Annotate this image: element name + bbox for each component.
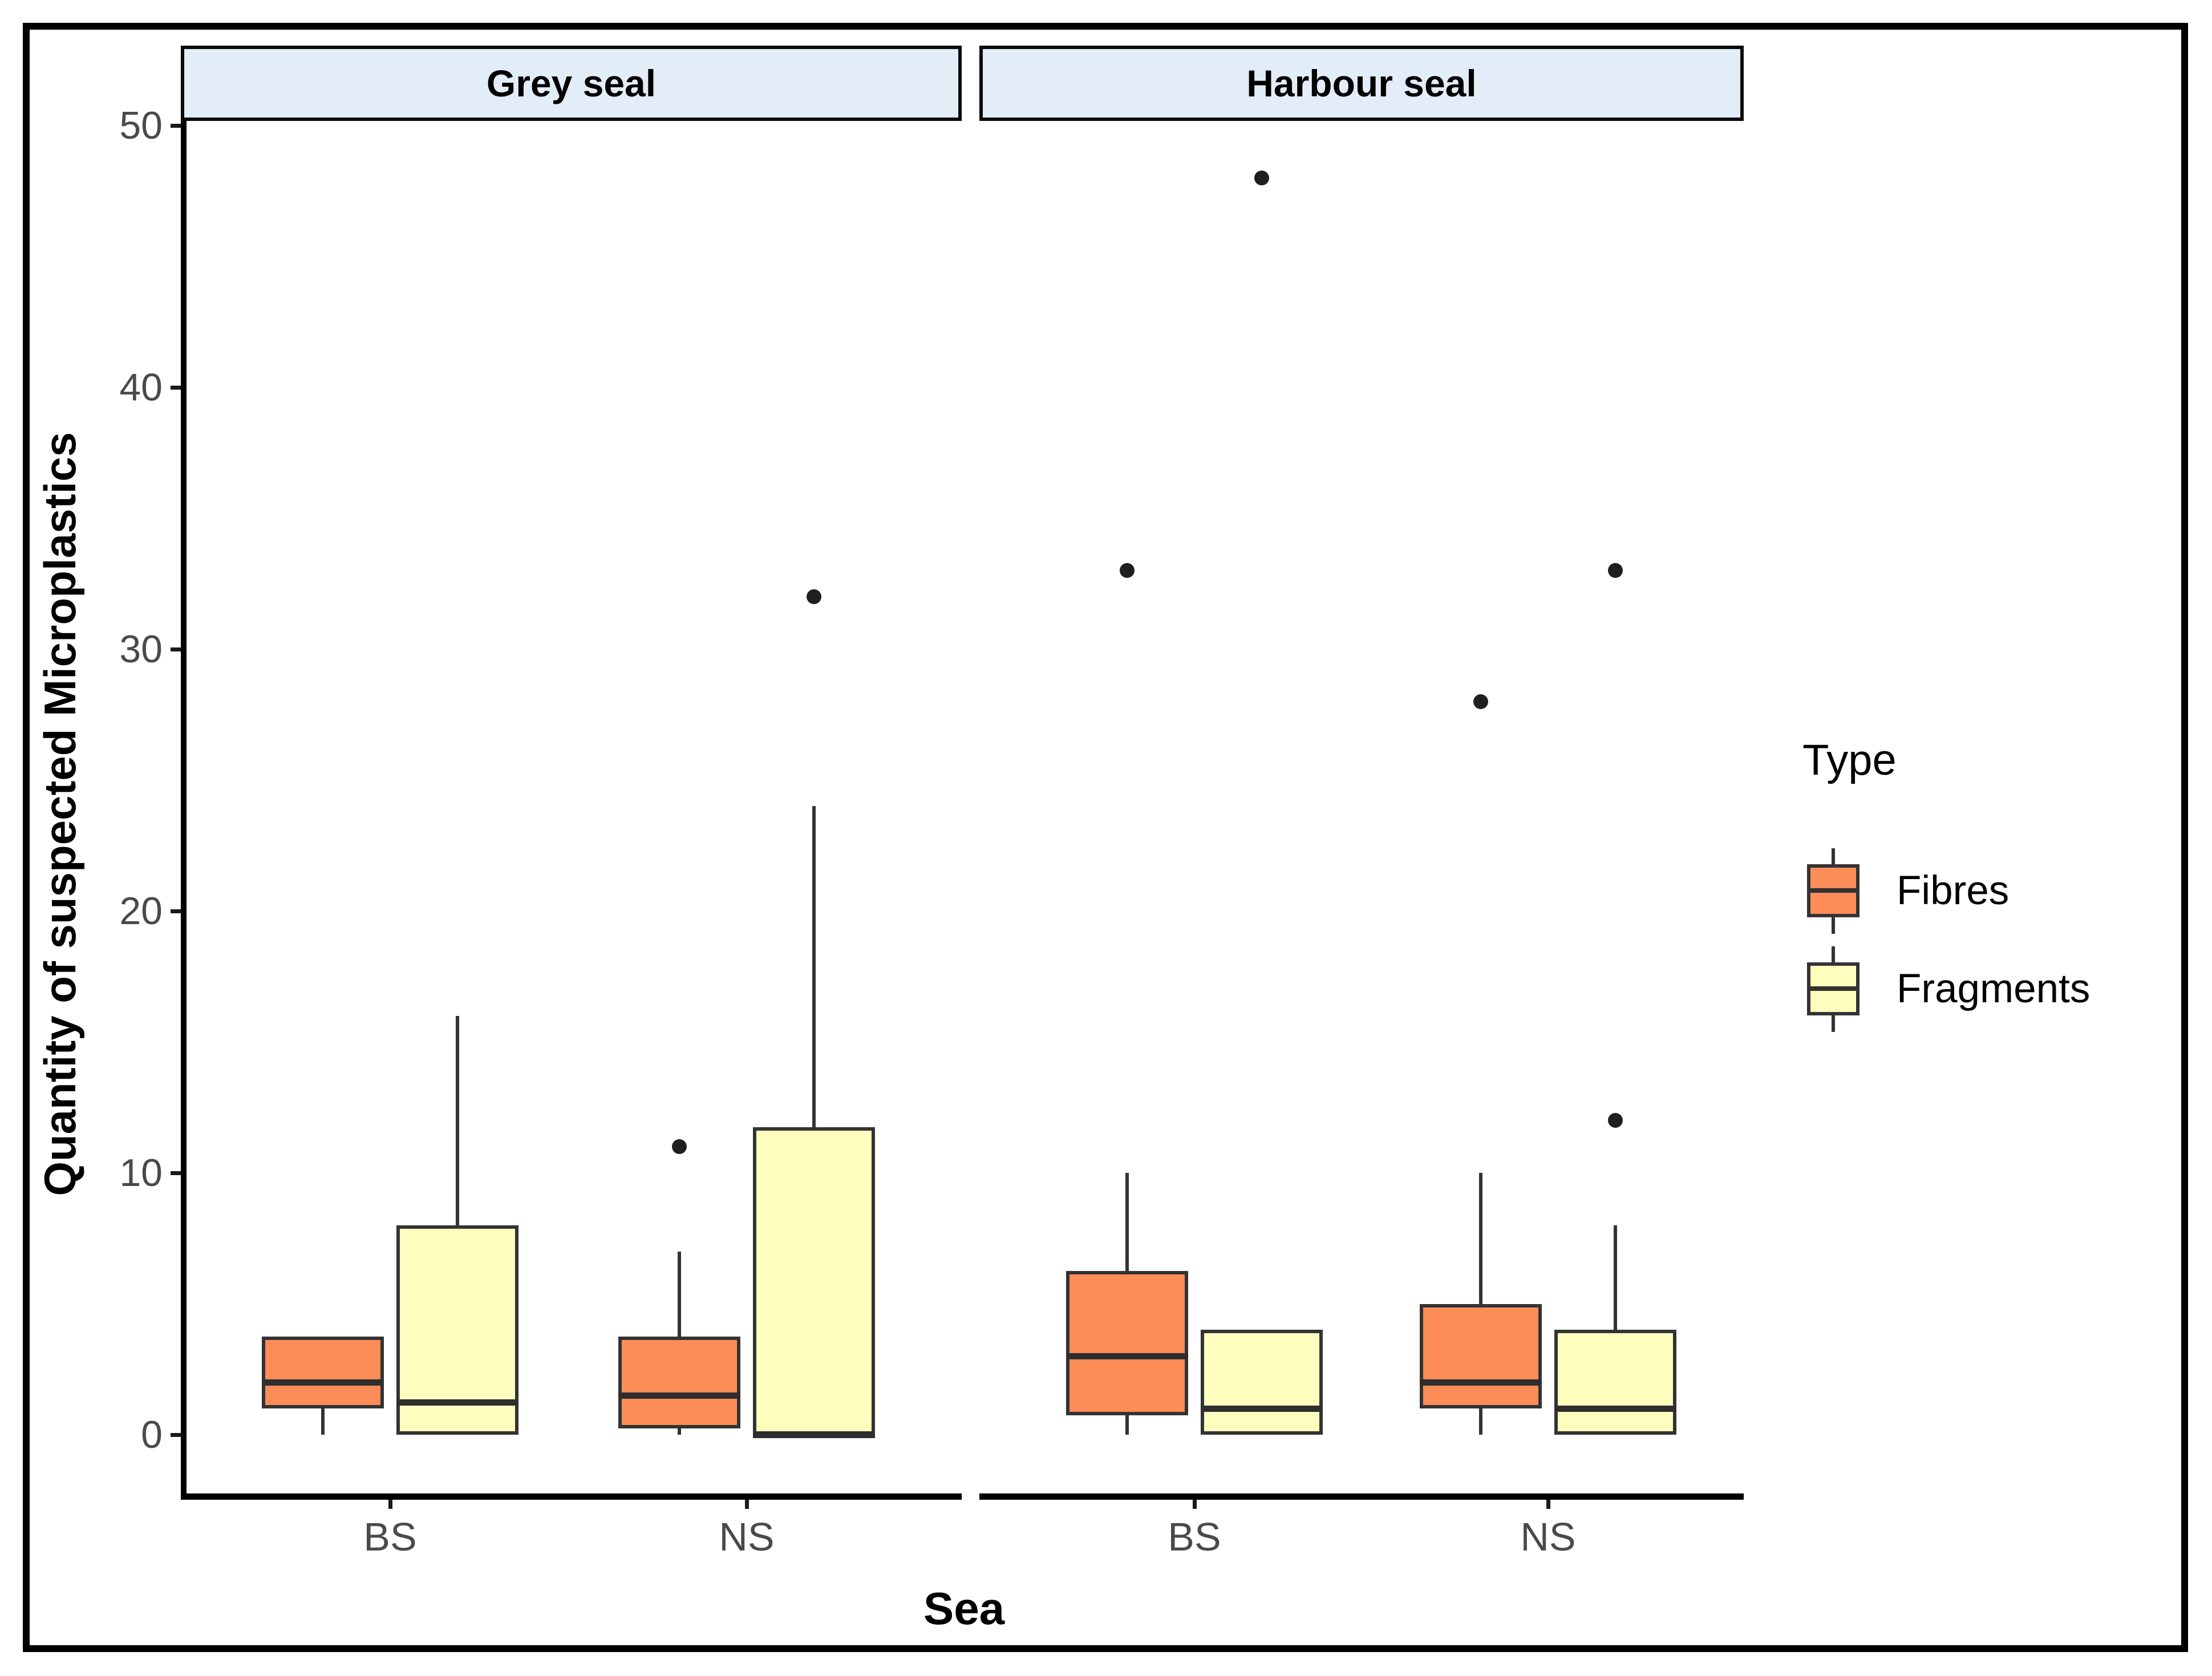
- y-tick-mark: [171, 1433, 181, 1437]
- boxplot-box: [1201, 1330, 1323, 1435]
- x-tick-label: BS: [363, 1515, 417, 1559]
- y-tick-mark: [171, 647, 181, 651]
- legend-key-median: [1807, 888, 1859, 893]
- legend-key-median: [1807, 986, 1859, 991]
- legend-title: Type: [1802, 736, 1897, 784]
- boxplot-median-line: [753, 1432, 875, 1438]
- x-axis-line: [979, 1493, 1744, 1500]
- y-tick-mark: [171, 1171, 181, 1175]
- boxplot-box: [1066, 1271, 1188, 1415]
- outlier-point: [807, 589, 821, 605]
- boxplot-upper-whisker: [456, 1015, 459, 1225]
- legend-entry-label: Fragments: [1897, 966, 2091, 1011]
- boxplot-lower-whisker: [321, 1408, 325, 1435]
- x-tick-mark: [388, 1500, 392, 1509]
- boxplot-median-line: [618, 1392, 740, 1399]
- outlier-point: [1473, 694, 1488, 709]
- facet-strip: Grey seal: [181, 46, 962, 121]
- boxplot-median-line: [1420, 1379, 1542, 1386]
- x-tick-mark: [1546, 1500, 1550, 1509]
- outlier-point: [1608, 563, 1623, 578]
- y-tick-label: 0: [141, 1413, 163, 1456]
- boxplot-box: [1420, 1303, 1542, 1409]
- x-tick-label: BS: [1168, 1515, 1221, 1559]
- boxplot-lower-whisker: [1125, 1415, 1129, 1435]
- boxplot-median-line: [1066, 1353, 1188, 1360]
- boxplot-box: [262, 1336, 384, 1409]
- y-tick-mark: [171, 909, 181, 913]
- boxplot-upper-whisker: [678, 1251, 681, 1337]
- boxplot-upper-whisker: [1125, 1173, 1129, 1272]
- y-axis-line: [181, 121, 187, 1500]
- y-tick-mark: [171, 386, 181, 390]
- y-tick-label: 10: [119, 1151, 163, 1195]
- y-tick-label: 50: [119, 104, 163, 147]
- x-axis-line: [181, 1493, 962, 1500]
- outlier-point: [1608, 1113, 1623, 1128]
- boxplot-upper-whisker: [1614, 1225, 1617, 1330]
- y-tick-label: 40: [119, 366, 163, 409]
- x-axis-title: Sea: [923, 1583, 1005, 1634]
- boxplot-upper-whisker: [1479, 1173, 1482, 1304]
- facet-strip-label: Harbour seal: [1246, 62, 1477, 104]
- legend-key-fragments-icon: [1807, 946, 1859, 1032]
- y-tick-mark: [171, 124, 181, 128]
- boxplot-median-line: [1201, 1406, 1323, 1412]
- boxplot-lower-whisker: [678, 1428, 681, 1435]
- facet-strip: Harbour seal: [979, 46, 1744, 121]
- boxplot-median-line: [262, 1379, 384, 1386]
- y-tick-label: 20: [119, 889, 163, 933]
- y-tick-label: 30: [119, 628, 163, 671]
- boxplot-box: [1554, 1330, 1676, 1435]
- outlier-point: [672, 1139, 687, 1155]
- boxplot-upper-whisker: [812, 806, 816, 1127]
- boxplot-median-line: [1554, 1406, 1676, 1412]
- boxplot-median-line: [396, 1399, 518, 1406]
- legend-entry-label: Fibres: [1897, 868, 2010, 913]
- x-tick-label: NS: [719, 1515, 775, 1559]
- outlier-point: [1254, 170, 1269, 185]
- legend-key-fibres-icon: [1807, 848, 1859, 934]
- x-tick-mark: [745, 1500, 749, 1509]
- figure-border: [23, 23, 2188, 1652]
- x-tick-label: NS: [1520, 1515, 1576, 1559]
- outlier-point: [1120, 563, 1135, 578]
- facet-strip-label: Grey seal: [486, 62, 657, 104]
- boxplot-box: [753, 1127, 875, 1435]
- boxplot-lower-whisker: [1479, 1408, 1482, 1435]
- x-tick-mark: [1193, 1500, 1197, 1509]
- boxplot-box: [618, 1336, 740, 1428]
